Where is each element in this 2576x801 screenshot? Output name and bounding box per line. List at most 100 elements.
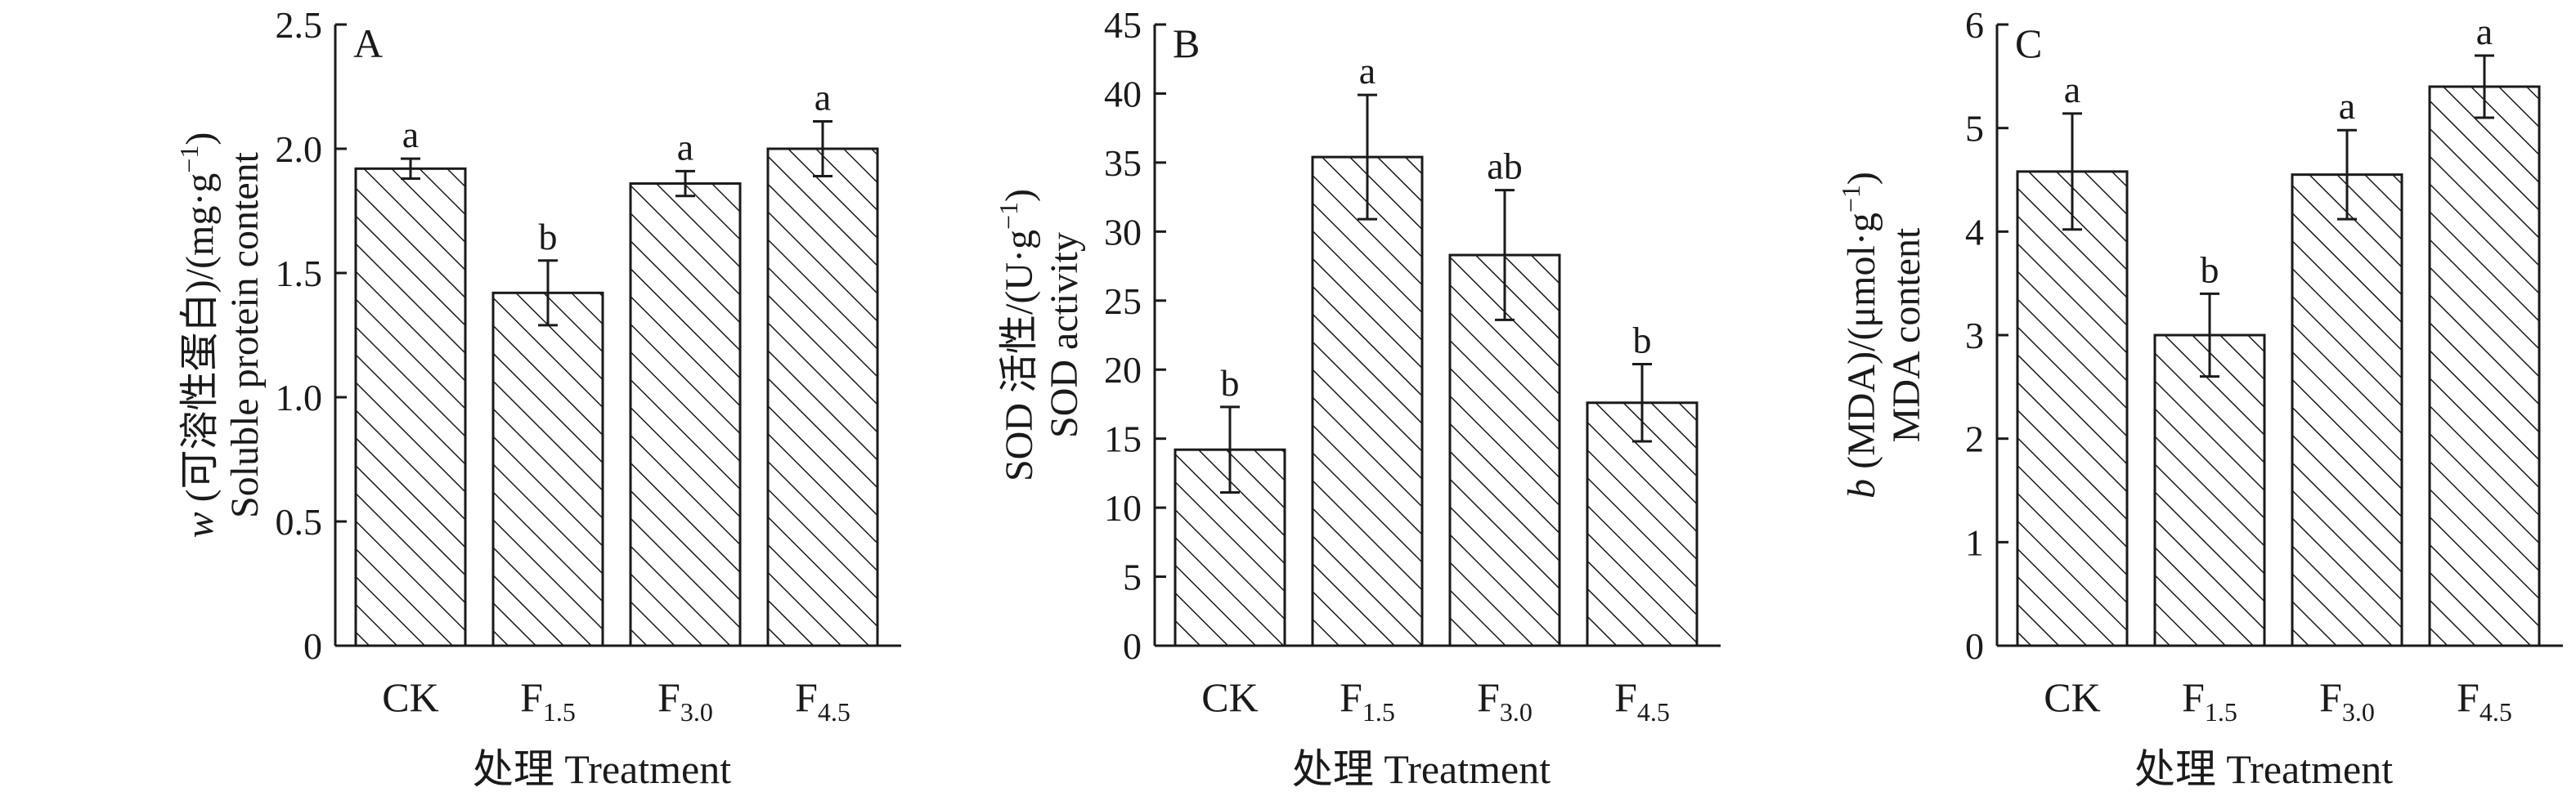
bar-ck — [2016, 170, 2129, 647]
significance-label: ab — [1487, 145, 1522, 187]
category-subscript: 3.0 — [680, 697, 713, 727]
y-axis-title-line2: MDA content — [1885, 227, 1928, 442]
category-label: F1.5 — [520, 674, 576, 727]
category-subscript: 1.5 — [1362, 697, 1395, 727]
y-axis-title-line2: Soluble protein content — [223, 151, 267, 518]
significance-label: a — [2339, 85, 2355, 127]
category-main: F — [1340, 674, 1362, 720]
category-main: F — [2182, 674, 2205, 720]
category-label: F3.0 — [657, 674, 713, 727]
chart-panel-c: a CK b F1.5 a F3.0 a F4.5 0 1 2 3 4 5 6 C 处理 Treatment b … — [1717, 0, 2576, 801]
category-main: CK — [2044, 674, 2100, 720]
chart-panel-b: b CK a F1.5 ab F3.0 b F4.5 0 5 10 15 20 25 30 35 40 45 B 处理… — [859, 0, 1721, 801]
chart-panel-a: a CK b F1.5 a F3.0 a F4.5 0 0.5 1.0 1.5 2.0 2.5 A 处理 Tr… — [0, 0, 901, 801]
y-tick-label: 5 — [1965, 108, 1984, 150]
significance-label: b — [1633, 319, 1652, 360]
y-axis-variable: b — [1840, 479, 1883, 499]
category-main: F — [1614, 674, 1637, 720]
y-axis-title-end: ) — [998, 189, 1041, 202]
category-label: F4.5 — [2457, 674, 2512, 727]
category-subscript: 4.5 — [818, 697, 850, 727]
y-tick-label: 25 — [1104, 280, 1142, 322]
y-axis-unit-superscript: −1 — [994, 202, 1023, 230]
category-subscript: 3.0 — [2342, 697, 2375, 727]
category-subscript: 1.5 — [2205, 697, 2237, 727]
significance-label: b — [539, 216, 558, 257]
category-subscript: 1.5 — [543, 697, 576, 727]
y-tick-label: 6 — [1965, 4, 1984, 46]
significance-label: a — [815, 77, 831, 119]
significance-label: a — [2064, 69, 2080, 110]
category-label: CK — [1201, 674, 1258, 720]
significance-label: b — [2201, 248, 2219, 290]
bar-f1-5 — [491, 291, 604, 647]
category-label: CK — [2044, 674, 2100, 720]
y-tick-label: 20 — [1104, 349, 1142, 391]
bar-f1-5 — [2153, 333, 2266, 647]
category-subscript: 4.5 — [1637, 697, 1670, 727]
significance-label: a — [1359, 50, 1376, 92]
category-label: F4.5 — [795, 674, 850, 727]
y-axis-unit-superscript: −1 — [1836, 185, 1865, 213]
x-axis-title: 处理 Treatment — [2134, 746, 2393, 792]
panel-label: A — [353, 20, 383, 66]
category-label: F1.5 — [2182, 674, 2237, 727]
bar-f3-0 — [629, 182, 742, 647]
category-main: F — [795, 674, 818, 720]
y-axis-title-line1: SOD 活性/(U·g−1) — [994, 189, 1041, 481]
y-tick-label: 0 — [303, 625, 322, 667]
panel-label: C — [2015, 20, 2042, 66]
category-main: F — [2457, 674, 2480, 720]
y-axis-title-text: (可溶性蛋白)/(mg·g — [178, 173, 222, 512]
y-tick-label: 45 — [1104, 4, 1142, 46]
significance-label: a — [677, 126, 693, 168]
y-tick-label: 1.5 — [276, 253, 323, 294]
y-tick-label: 5 — [1123, 557, 1142, 598]
bar-f4-5 — [766, 147, 879, 647]
y-tick-label: 0.5 — [276, 501, 323, 543]
category-subscript: 3.0 — [1500, 697, 1533, 727]
y-axis-title-line1: b (MDA)/(μmol·g−1) — [1836, 172, 1883, 499]
y-tick-label: 2.5 — [276, 4, 323, 46]
significance-label: b — [1221, 362, 1240, 404]
y-tick-label: 0 — [1123, 625, 1142, 667]
bar-ck — [354, 167, 467, 647]
category-main: F — [520, 674, 543, 720]
category-label: F4.5 — [1614, 674, 1670, 727]
x-axis-title: 处理 Treatment — [1292, 746, 1551, 792]
category-label: F1.5 — [1340, 674, 1395, 727]
y-tick-label: 10 — [1104, 487, 1142, 529]
y-axis-title-line1: w (可溶性蛋白)/(mg·g−1) — [174, 132, 222, 539]
y-tick-label: 35 — [1104, 142, 1142, 184]
significance-label: a — [402, 114, 419, 155]
y-tick-label: 1 — [1965, 521, 1984, 563]
y-tick-label: 3 — [1965, 315, 1984, 356]
significance-label: a — [2476, 11, 2493, 52]
category-main: F — [1477, 674, 1500, 720]
category-subscript: 4.5 — [2480, 697, 2512, 727]
category-label: CK — [382, 674, 438, 720]
y-axis-title-end: ) — [1840, 172, 1883, 185]
category-main: CK — [1201, 674, 1258, 720]
category-main: CK — [382, 674, 438, 720]
y-axis-title-line2: SOD activity — [1043, 232, 1086, 438]
y-axis-variable: w — [178, 512, 222, 538]
y-tick-label: 30 — [1104, 211, 1142, 253]
bar-f1-5 — [1311, 155, 1424, 647]
y-axis-title-end: ) — [178, 132, 222, 145]
category-main: F — [657, 674, 680, 720]
y-tick-label: 0 — [1965, 625, 1984, 667]
y-tick-label: 1.0 — [276, 377, 323, 418]
y-axis-unit-superscript: −1 — [174, 145, 204, 173]
category-label: F3.0 — [2319, 674, 2375, 727]
y-axis-title-text: SOD 活性/(U·g — [998, 230, 1041, 481]
panel-label: B — [1173, 20, 1200, 66]
y-tick-label: 4 — [1965, 211, 1984, 253]
y-tick-label: 2.0 — [276, 128, 323, 170]
y-tick-label: 2 — [1965, 418, 1984, 460]
bar-f4-5 — [2428, 85, 2541, 647]
category-label: F3.0 — [1477, 674, 1533, 727]
